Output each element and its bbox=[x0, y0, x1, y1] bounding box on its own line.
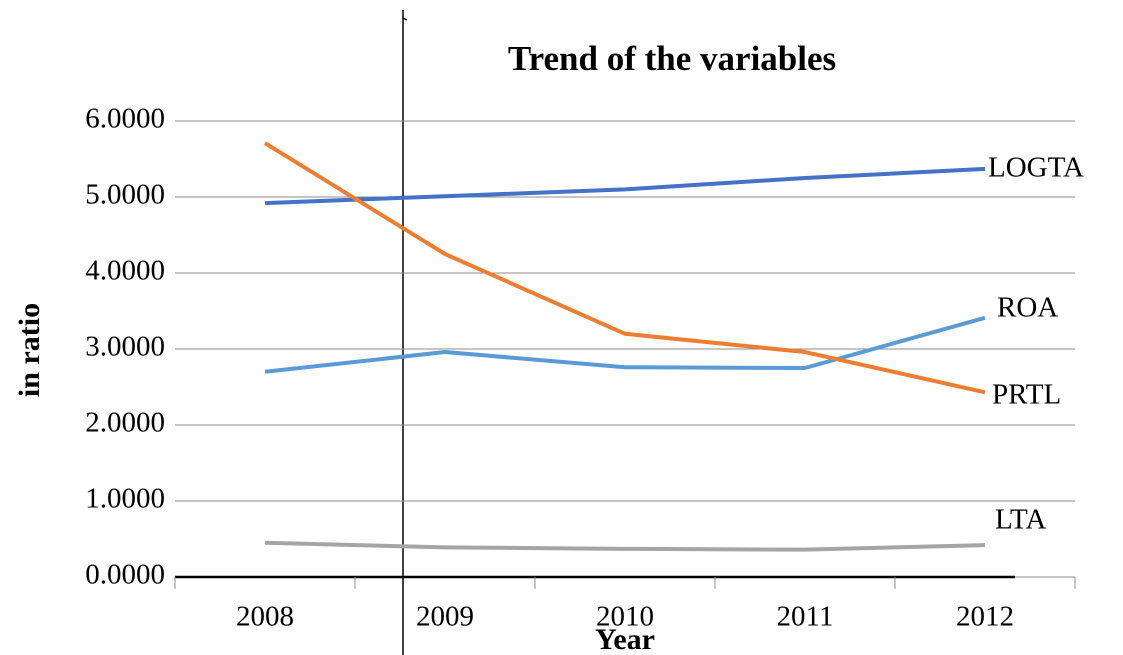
line-series bbox=[263, 141, 986, 395]
x-tick-label: 2009 bbox=[416, 601, 474, 633]
y-tick-label: 5.0000 bbox=[85, 179, 165, 211]
series-label: LTA bbox=[995, 504, 1046, 536]
chart-title: Trend of the variables bbox=[508, 39, 836, 78]
line-series bbox=[264, 315, 986, 374]
series-label: LOGTA bbox=[988, 152, 1084, 184]
y-tick-label: 4.0000 bbox=[85, 255, 165, 287]
y-tick-label: 1.0000 bbox=[85, 483, 165, 515]
page-mark bbox=[402, 17, 408, 21]
x-tick-label: 2012 bbox=[956, 601, 1014, 633]
series-label: ROA bbox=[997, 292, 1058, 324]
y-axis-title: in ratio bbox=[13, 303, 46, 397]
line-series bbox=[264, 540, 986, 552]
y-tick-label: 2.0000 bbox=[85, 407, 165, 439]
line-series bbox=[264, 166, 986, 206]
y-tick-label: 6.0000 bbox=[85, 103, 165, 135]
y-tick-label: 3.0000 bbox=[85, 331, 165, 363]
x-axis-title: Year bbox=[595, 623, 655, 655]
y-tick-label: 0.0000 bbox=[85, 559, 165, 591]
x-tick-label: 2008 bbox=[236, 601, 294, 633]
x-tick-label: 2011 bbox=[777, 601, 834, 633]
series-label: PRTL bbox=[992, 379, 1061, 411]
x-tick-label: 2010 bbox=[596, 601, 654, 633]
